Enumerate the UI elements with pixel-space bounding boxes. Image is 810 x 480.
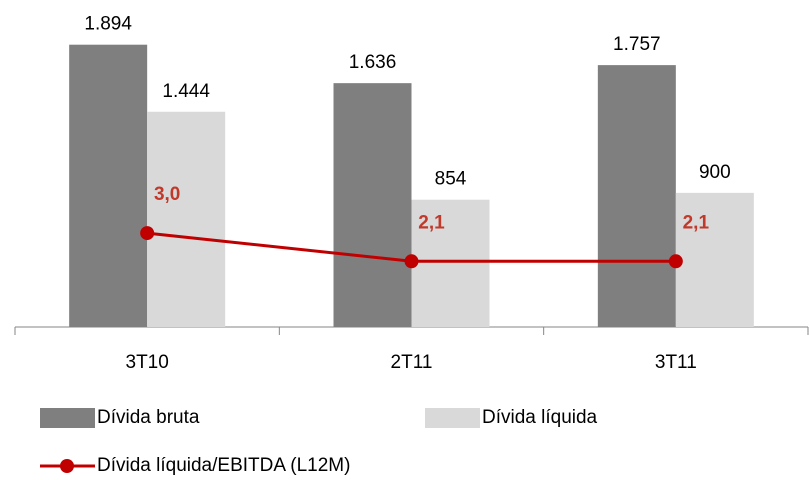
bar xyxy=(333,83,412,327)
line-marker xyxy=(140,226,155,241)
bar xyxy=(147,111,226,327)
legend-label: Dívida bruta xyxy=(97,407,200,428)
legend-label: Dívida líquida/EBITDA (L12M) xyxy=(97,455,350,476)
bar xyxy=(675,192,754,327)
bar xyxy=(597,65,676,327)
value-label: 1.636 xyxy=(349,52,397,73)
legend-marker xyxy=(60,459,74,473)
value-label: 1.444 xyxy=(162,81,210,102)
legend-swatch xyxy=(40,408,95,428)
value-label: 1.757 xyxy=(613,34,661,55)
x-tick-label: 3T11 xyxy=(655,352,697,373)
value-label: 3,0 xyxy=(154,184,180,205)
value-label: 1.894 xyxy=(84,14,132,35)
value-label: 2,1 xyxy=(683,212,710,233)
line-marker xyxy=(404,254,419,269)
legend-swatch xyxy=(425,408,480,428)
value-label: 854 xyxy=(435,169,467,190)
value-label: 900 xyxy=(699,162,731,183)
line-marker xyxy=(668,254,683,269)
x-tick-label: 3T10 xyxy=(126,352,169,373)
bar xyxy=(69,44,148,328)
bar xyxy=(411,199,490,327)
x-tick-label: 2T11 xyxy=(391,352,433,373)
value-label: 2,1 xyxy=(418,212,445,233)
legend-label: Dívida líquida xyxy=(482,407,598,428)
